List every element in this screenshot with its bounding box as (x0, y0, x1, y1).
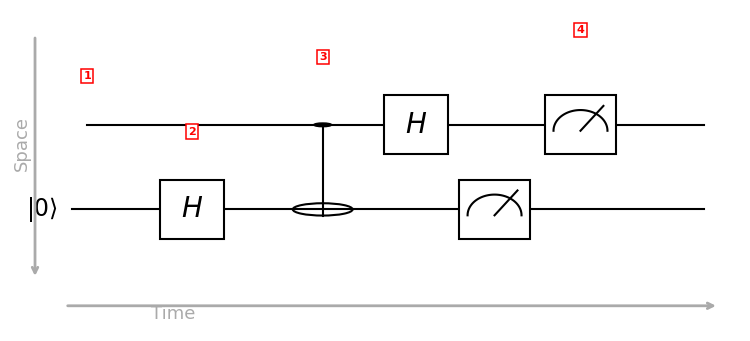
Text: $H$: $H$ (405, 111, 427, 139)
Text: Space: Space (13, 116, 32, 171)
Text: 2: 2 (188, 127, 196, 137)
Bar (459, 180, 530, 239)
Bar (384, 95, 448, 154)
Bar (160, 180, 224, 239)
Text: 4: 4 (577, 25, 584, 35)
Text: $H$: $H$ (181, 195, 203, 223)
Text: 3: 3 (319, 52, 326, 62)
Text: Time: Time (151, 305, 195, 323)
Bar (545, 95, 616, 154)
Ellipse shape (292, 203, 352, 216)
Ellipse shape (314, 123, 332, 127)
Text: $|0\rangle$: $|0\rangle$ (26, 195, 58, 224)
Text: 1: 1 (83, 71, 92, 81)
